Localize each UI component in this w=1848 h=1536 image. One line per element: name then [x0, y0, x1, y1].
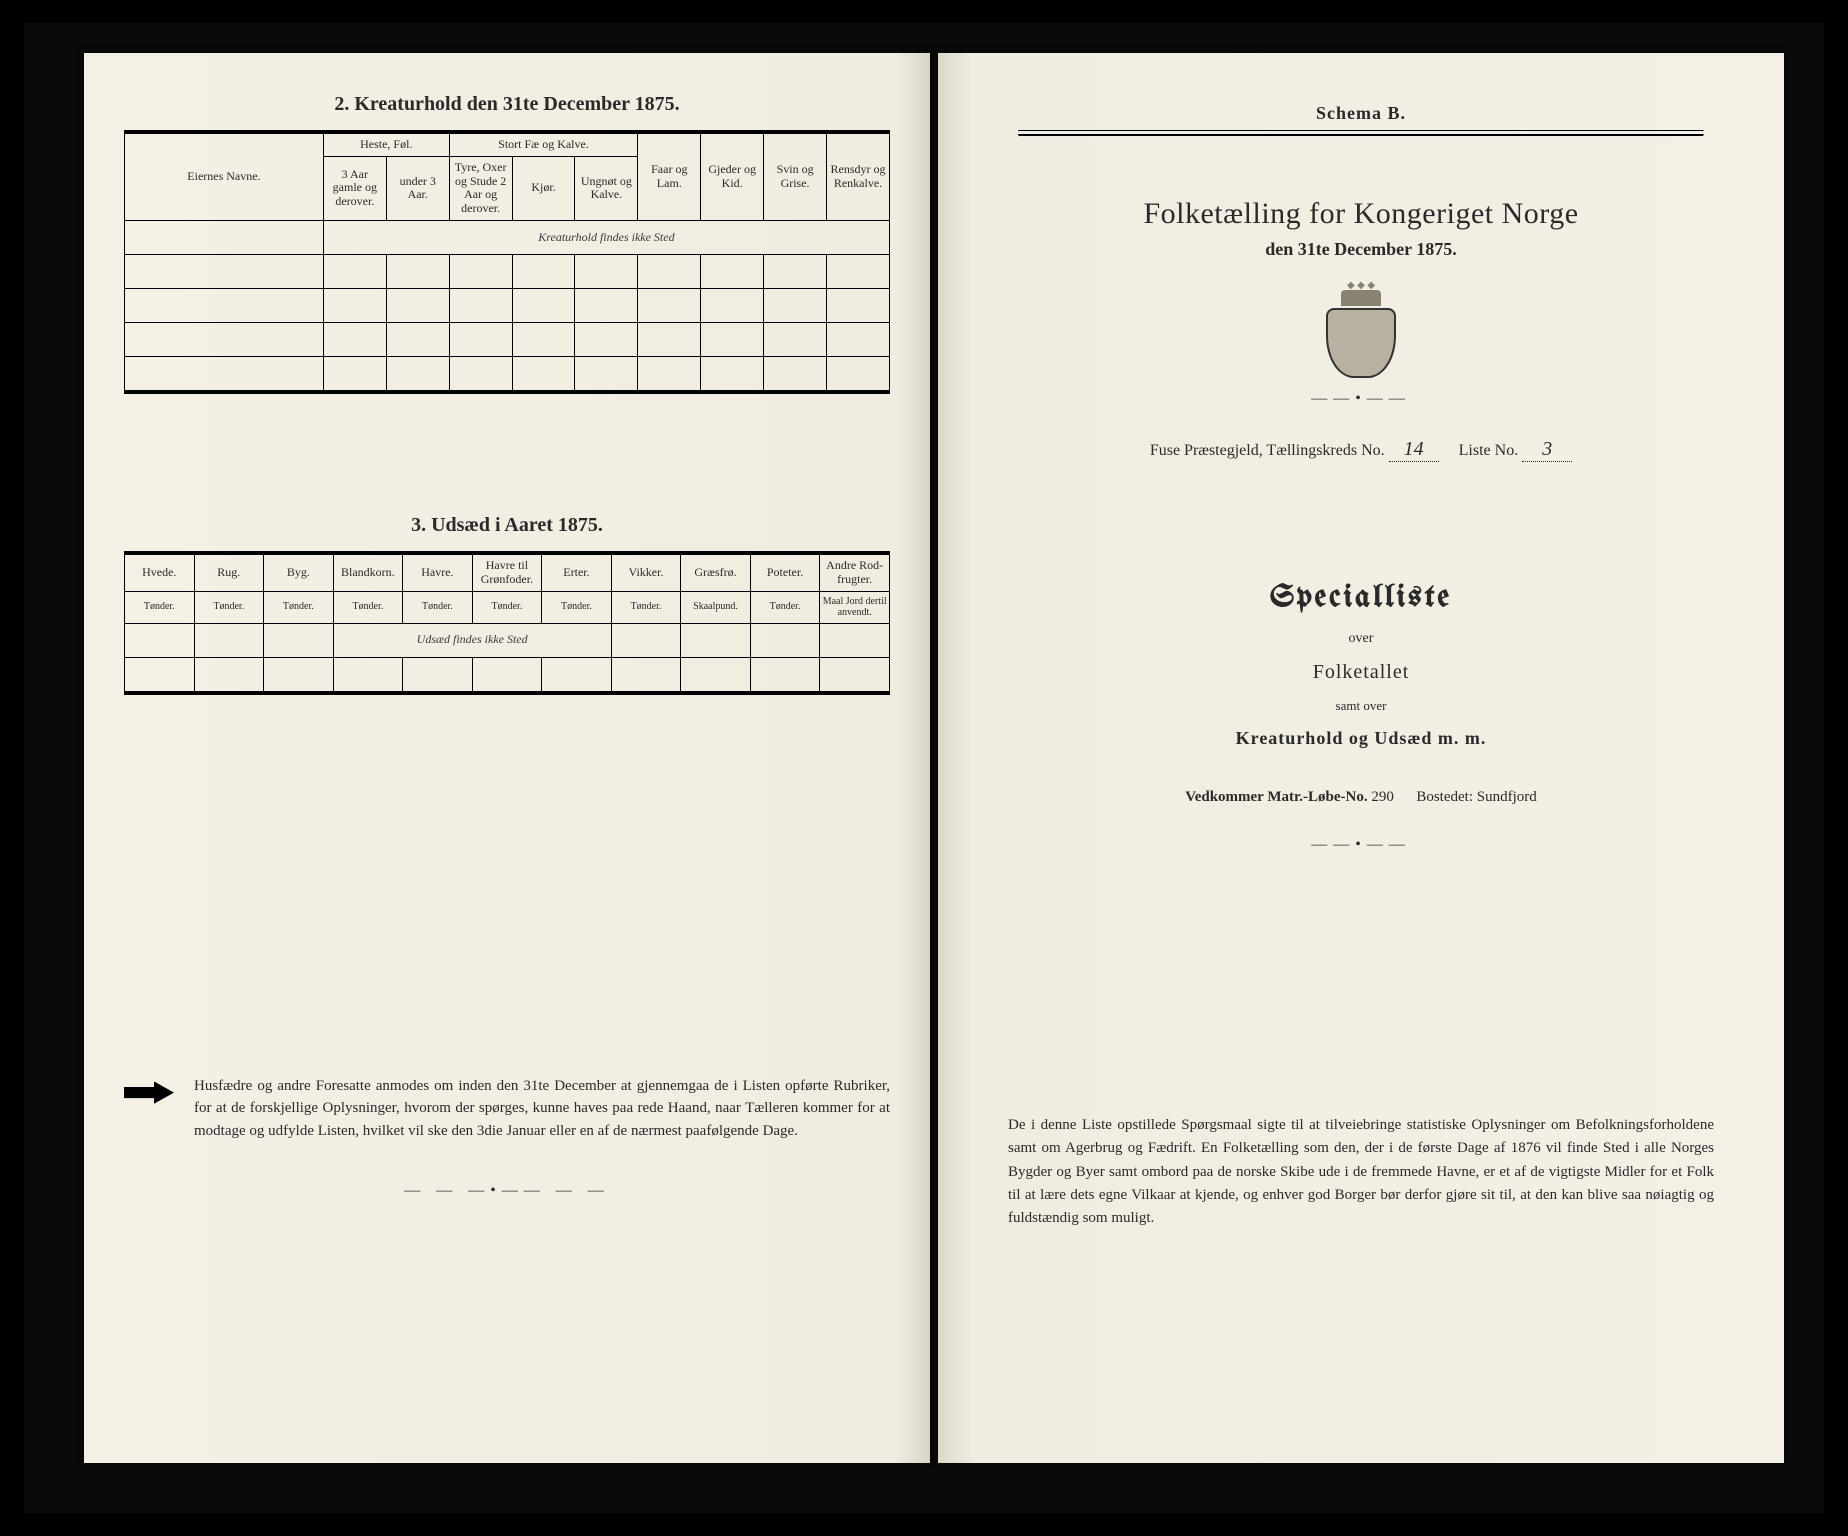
- seed-unit: Tønder.: [611, 591, 681, 623]
- samt-label: samt over: [978, 698, 1744, 714]
- folketallet-label: Folketallet: [978, 661, 1744, 684]
- schema-label: Schema B.: [978, 103, 1744, 124]
- seed-unit: Tønder.: [750, 591, 820, 623]
- seed-unit: Tønder.: [333, 591, 403, 623]
- right-page: Schema B. Folketælling for Kongeriget No…: [938, 53, 1784, 1463]
- seed-unit: Skaalpund.: [681, 591, 751, 623]
- bostedet-label: Bostedet:: [1416, 789, 1473, 805]
- rule: [124, 692, 890, 695]
- district-line: Fuse Præstegjeld, Tællingskreds No. 14 L…: [978, 438, 1744, 462]
- col-horse-a: 3 Aar gamle og derover.: [323, 156, 386, 220]
- section-2-title: 2. Kreaturhold den 31te December 1875.: [124, 93, 890, 116]
- over-label: over: [978, 631, 1744, 647]
- bostedet-value: Sundfjord: [1477, 789, 1537, 805]
- col-sheep: Faar og Lam.: [638, 134, 701, 221]
- kreds-no: 14: [1389, 438, 1439, 462]
- census-date: den 31te December 1875.: [978, 239, 1744, 260]
- col-pig: Svin og Grise.: [764, 134, 827, 221]
- matr-no: 290: [1371, 789, 1394, 805]
- ornament: ――•――: [978, 836, 1744, 854]
- seed-col: Erter.: [542, 554, 612, 591]
- seed-col: Rug.: [194, 554, 264, 591]
- seed-unit: Maal Jord dertil anvendt.: [820, 591, 890, 623]
- scan-frame: 2. Kreaturhold den 31te December 1875. E…: [24, 23, 1824, 1513]
- col-goat: Gjeder og Kid.: [701, 134, 764, 221]
- left-footer: Husfædre og andre Foresatte anmodes om i…: [124, 1075, 890, 1143]
- left-page: 2. Kreaturhold den 31te December 1875. E…: [84, 53, 930, 1463]
- meta-mid: Liste No.: [1459, 442, 1519, 459]
- seed-col: Vikker.: [611, 554, 681, 591]
- seed-col: Byg.: [264, 554, 334, 591]
- property-line: Vedkommer Matr.-Løbe-No. 290 Bostedet: S…: [978, 789, 1744, 806]
- seed-col: Blandkorn.: [333, 554, 403, 591]
- kreatur-label: Kreaturhold og Udsæd m. m.: [978, 728, 1744, 749]
- seed-col: Græsfrø.: [681, 554, 751, 591]
- section-3-title: 3. Udsæd i Aaret 1875.: [124, 514, 890, 537]
- grp-horse: Heste, Føl.: [323, 134, 449, 157]
- ornament: ――•――: [978, 390, 1744, 408]
- col-cattle-a: Tyre, Oxer og Stude 2 Aar og derover.: [449, 156, 512, 220]
- col-reindeer: Rensdyr og Renkalve.: [827, 134, 890, 221]
- cell: [125, 220, 324, 254]
- col-cattle-c: Ungnøt og Kalve.: [575, 156, 638, 220]
- seed-col: Havre til Grønfoder.: [472, 554, 542, 591]
- seed-unit: Tønder.: [472, 591, 542, 623]
- seed-unit: Tønder.: [194, 591, 264, 623]
- right-footer-text: De i denne Liste opstillede Spørgsmaal s…: [1008, 1114, 1714, 1230]
- seed-table: Hvede.Rug.Byg.Blandkorn.Havre.Havre til …: [124, 554, 890, 692]
- livestock-table: Eiernes Navne. Heste, Føl. Stort Fæ og K…: [124, 133, 890, 391]
- meta-pre: Fuse Præstegjeld, Tællingskreds No.: [1150, 442, 1385, 459]
- pointing-hand-icon: [124, 1079, 174, 1107]
- vedk-label: Vedkommer Matr.-Løbe-No.: [1185, 789, 1367, 805]
- seed-unit: Tønder.: [403, 591, 473, 623]
- col-cattle-b: Kjør.: [512, 156, 575, 220]
- seed-unit: Tønder.: [542, 591, 612, 623]
- grp-cattle: Stort Fæ og Kalve.: [449, 134, 638, 157]
- specialliste-heading: Specialliste: [978, 582, 1744, 615]
- census-title: Folketælling for Kongeriget Norge: [978, 197, 1744, 231]
- coat-of-arms-icon: [1321, 290, 1401, 380]
- rule: [1018, 130, 1704, 132]
- seed-col: Poteter.: [750, 554, 820, 591]
- ornament: ― ― ―•―― ― ―: [124, 1182, 890, 1200]
- seed-col: Hvede.: [125, 554, 195, 591]
- seed-unit: Tønder.: [264, 591, 334, 623]
- liste-no: 3: [1522, 438, 1572, 462]
- footer-text: Husfædre og andre Foresatte anmodes om i…: [194, 1075, 890, 1143]
- seed-col: Andre Rod-frugter.: [820, 554, 890, 591]
- handwritten-note: Udsæd findes ikke Sted: [333, 623, 611, 657]
- seed-unit: Tønder.: [125, 591, 195, 623]
- seed-col: Havre.: [403, 554, 473, 591]
- rule: [1018, 134, 1704, 137]
- handwritten-note: Kreaturhold findes ikke Sted: [323, 220, 889, 254]
- col-owner: Eiernes Navne.: [125, 134, 324, 221]
- col-horse-b: under 3 Aar.: [386, 156, 449, 220]
